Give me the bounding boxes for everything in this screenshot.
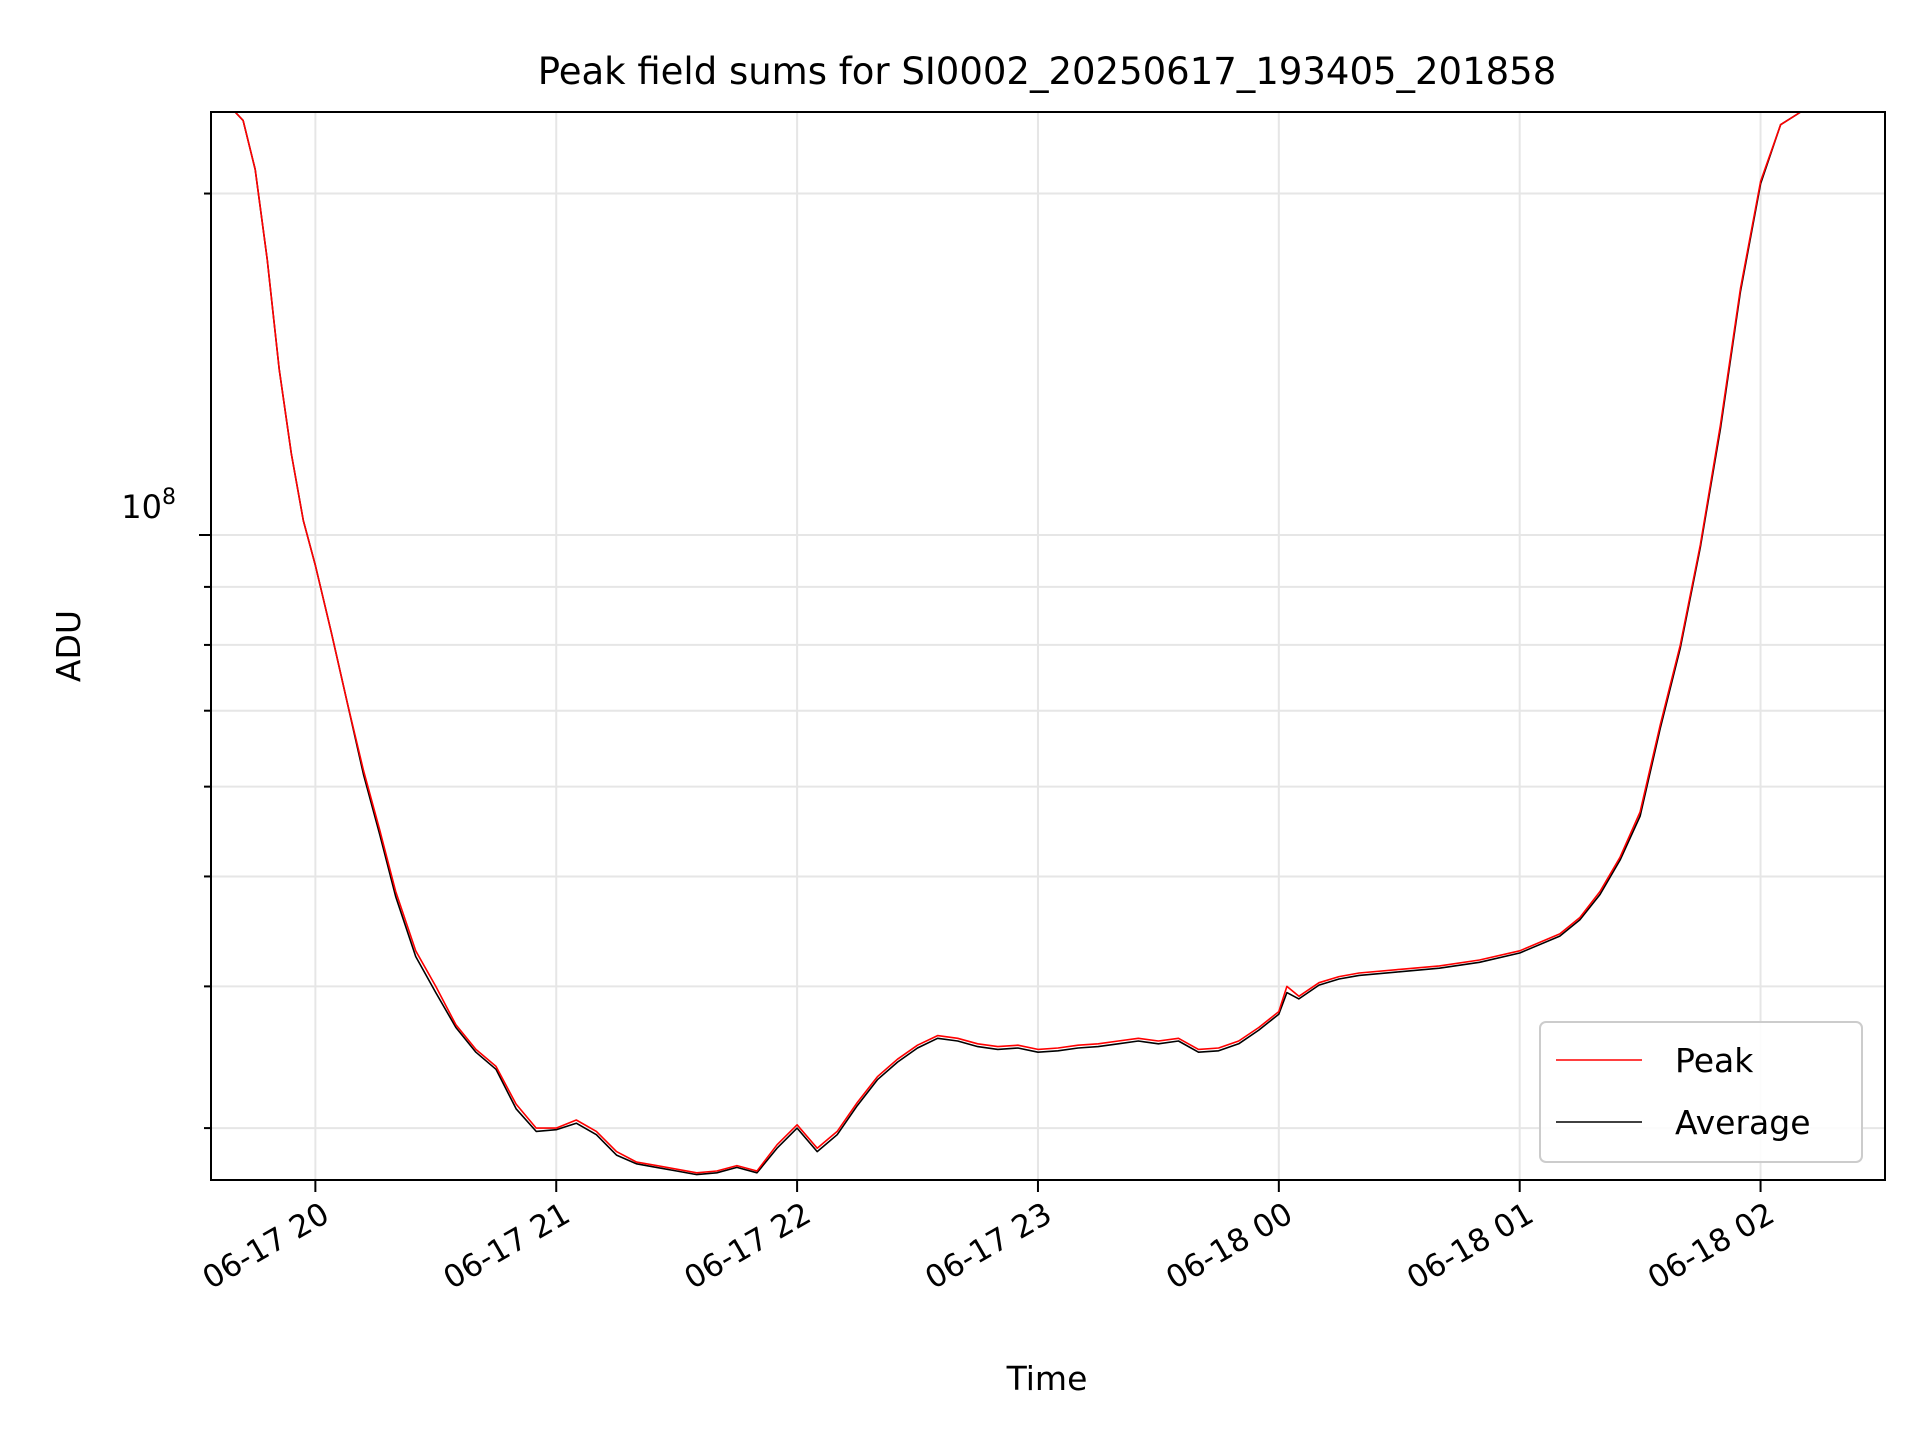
y-tick-label: 108 [121,485,176,526]
legend-box [1539,1021,1863,1163]
x-axis-label: Time [1006,1359,1088,1398]
grid [211,112,1885,1180]
series-line-average [211,111,1885,1176]
legend: Peak Average [1539,1021,1863,1163]
legend-label-peak: Peak [1675,1041,1754,1080]
chart-title: Peak field sums for SI0002_20250617_1934… [538,50,1557,93]
legend-label-average: Average [1675,1103,1811,1142]
y-axis-label: ADU [49,610,88,682]
plot-area-frame [210,111,1886,1181]
y-axis: 108 [121,192,211,1130]
series-lines [211,111,1885,1176]
series-line-peak [211,111,1885,1174]
